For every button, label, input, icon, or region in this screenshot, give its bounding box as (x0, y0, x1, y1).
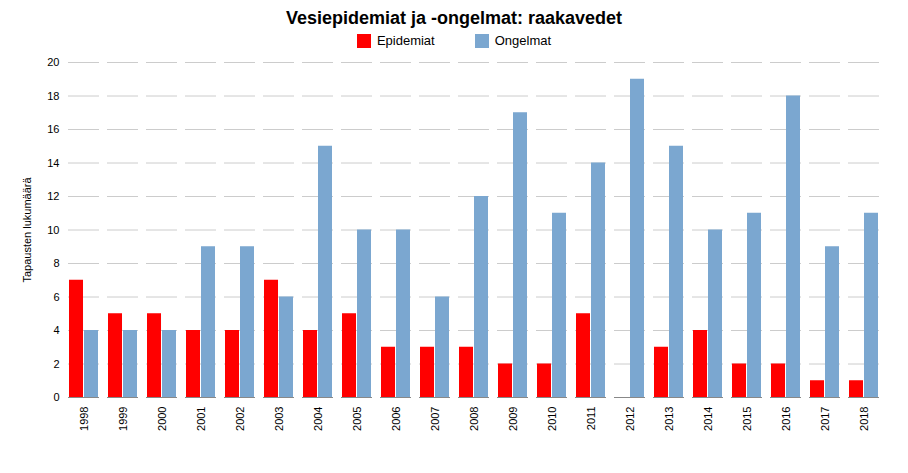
svg-text:2004: 2004 (312, 407, 324, 431)
svg-text:2016: 2016 (780, 407, 792, 431)
svg-text:2: 2 (53, 358, 59, 370)
svg-text:2009: 2009 (507, 407, 519, 431)
svg-text:2003: 2003 (273, 407, 285, 431)
svg-text:2005: 2005 (351, 407, 363, 431)
svg-text:2007: 2007 (429, 407, 441, 431)
svg-text:Tapausten lukumäärä: Tapausten lukumäärä (21, 177, 33, 283)
svg-text:1999: 1999 (117, 407, 129, 431)
svg-text:12: 12 (47, 190, 59, 202)
svg-text:20: 20 (47, 56, 59, 68)
svg-text:2018: 2018 (858, 407, 870, 431)
svg-text:2006: 2006 (390, 407, 402, 431)
html-text:Vesiepidemiat ja -ongelmat: ra: Vesiepidemiat ja -ongelmat: raakavedet (285, 8, 623, 28)
svg-text:2001: 2001 (195, 407, 207, 431)
svg-text:2017: 2017 (819, 407, 831, 431)
svg-text:2014: 2014 (702, 407, 714, 431)
svg-text:4: 4 (53, 324, 59, 336)
svg-text:2011: 2011 (585, 407, 597, 431)
svg-text:2012: 2012 (624, 407, 636, 431)
svg-text:2002: 2002 (234, 407, 246, 431)
svg-text:1998: 1998 (78, 407, 90, 431)
svg-text:8: 8 (53, 257, 59, 269)
svg-text:2010: 2010 (546, 407, 558, 431)
svg-text:14: 14 (47, 157, 59, 169)
svg-text:6: 6 (53, 291, 59, 303)
svg-text:0: 0 (53, 391, 59, 403)
svg-text:18: 18 (47, 90, 59, 102)
svg-text:2000: 2000 (156, 407, 168, 431)
svg-text:2015: 2015 (741, 407, 753, 431)
html-text:Ongelmat: Ongelmat (494, 33, 552, 48)
svg-text:2013: 2013 (663, 407, 675, 431)
svg-text:10: 10 (47, 224, 59, 236)
svg-text:2008: 2008 (468, 407, 480, 431)
svg-text:16: 16 (47, 123, 59, 135)
html-text:Epidemiat: Epidemiat (376, 33, 435, 48)
